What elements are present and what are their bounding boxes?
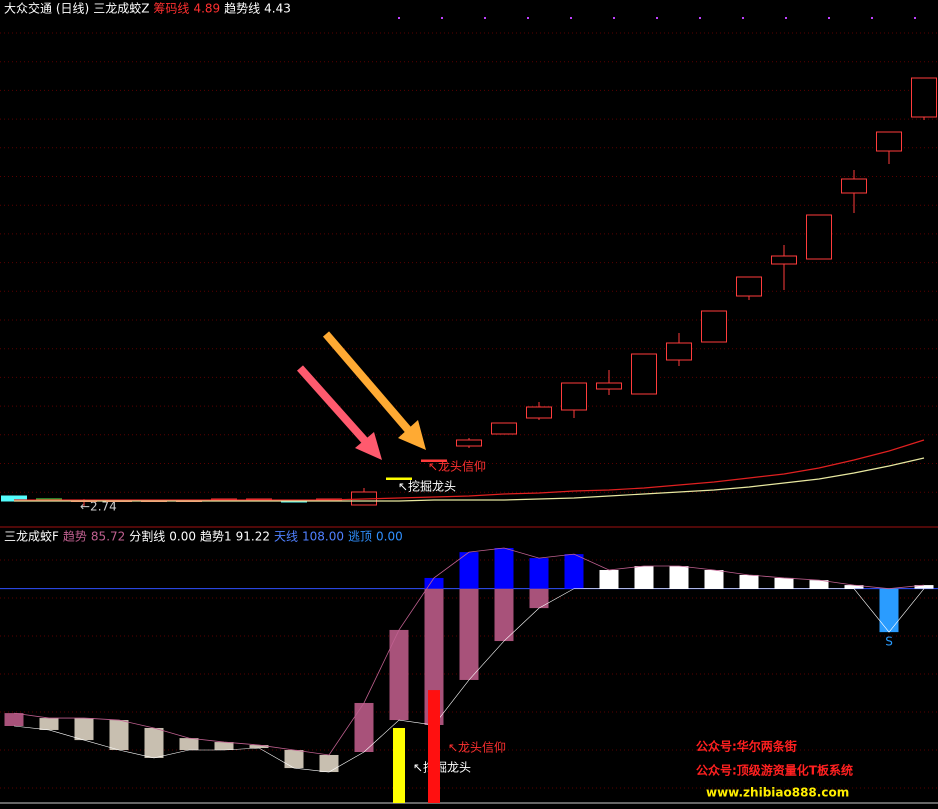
- header-text: 筹码线: [153, 2, 189, 16]
- header-text: 逃顶: [348, 530, 372, 544]
- arrow-orange: [322, 331, 426, 450]
- ma-line: [14, 439, 925, 501]
- bar: [284, 750, 304, 769]
- header-text: 85.72: [91, 530, 125, 544]
- header-text: 趋势1: [200, 530, 232, 544]
- top-dot: [484, 17, 486, 19]
- top-dot: [828, 17, 830, 19]
- bar: [809, 580, 829, 589]
- header-text: 91.22: [236, 530, 270, 544]
- header-text: 大众交通 (日线): [4, 1, 89, 16]
- header-text: 趋势线: [224, 2, 260, 16]
- bar: [634, 566, 654, 589]
- candle-body: [491, 422, 517, 435]
- bar: [109, 720, 129, 751]
- bar-upper: [529, 558, 549, 589]
- bar-lower: [459, 588, 479, 680]
- top-dot: [699, 17, 701, 19]
- candle-body: [806, 214, 832, 260]
- candle-body: [666, 342, 692, 361]
- bar: [599, 570, 619, 589]
- bar: [144, 727, 164, 758]
- bar: [389, 629, 409, 721]
- top-dot: [656, 17, 658, 19]
- bar-upper: [459, 552, 479, 589]
- header-text: 三龙成蛟F: [4, 529, 59, 544]
- annotation: ↖挖掘龙头: [398, 479, 456, 494]
- candle-body: [561, 382, 587, 411]
- top-dot: [742, 17, 744, 19]
- bar-lower: [529, 588, 549, 609]
- candle-body: [841, 178, 867, 194]
- arrow-pink: [297, 365, 382, 460]
- bar: [179, 738, 199, 751]
- bar: [4, 713, 24, 726]
- header-text: 4.43: [264, 2, 291, 16]
- header-text: 0.00: [376, 530, 403, 544]
- watermark: 公众号:顶级游资量化T板系统: [696, 763, 853, 778]
- bar: [39, 718, 59, 730]
- signal-bar: [428, 690, 440, 803]
- candle-body: [876, 131, 902, 152]
- candle-body: [456, 439, 482, 447]
- bar-lower: [494, 588, 514, 642]
- bar: [354, 702, 374, 752]
- watermark: 公众号:华尔两条街: [696, 739, 797, 754]
- bar: [774, 577, 794, 589]
- candle-body: [596, 382, 622, 390]
- header-text: 天线: [274, 530, 298, 544]
- header-text: 分割线: [129, 529, 165, 544]
- annotation: ↖龙头信仰: [428, 459, 486, 474]
- annotation: ←2.74: [80, 500, 117, 514]
- bar: [249, 745, 269, 749]
- bar: [319, 754, 339, 773]
- candle-body: [911, 77, 937, 118]
- header-text: 趋势: [63, 530, 87, 544]
- bar: [844, 585, 864, 589]
- bar: [669, 566, 689, 589]
- bar: [564, 554, 584, 589]
- top-dot: [613, 17, 615, 19]
- candle-body: [421, 459, 447, 462]
- top-dot: [570, 17, 572, 19]
- top-dot: [914, 17, 916, 19]
- bar: [739, 574, 759, 589]
- bar: [704, 570, 724, 589]
- candle-body: [526, 406, 552, 419]
- candle-body: [631, 353, 657, 395]
- header-text: 4.89: [193, 2, 220, 16]
- top-dot: [785, 17, 787, 19]
- top-dot: [527, 17, 529, 19]
- bar-upper: [494, 547, 514, 589]
- header-text: 0.00: [169, 530, 196, 544]
- header-text: 108.00: [302, 530, 344, 544]
- bar-upper: [424, 577, 444, 589]
- signal-label: ↖龙头信仰: [448, 740, 506, 755]
- top-dot: [398, 17, 400, 19]
- candle-body: [771, 255, 797, 265]
- bar: [214, 742, 234, 751]
- bar: [74, 718, 94, 741]
- header-text: 三龙成蛟Z: [93, 1, 149, 16]
- trend1-line: [13, 588, 925, 773]
- signal-bar: [393, 727, 405, 803]
- ma-line: [14, 457, 925, 502]
- signal-label: ↖挖掘龙头: [413, 759, 471, 774]
- trend-line: [13, 547, 925, 756]
- bar: [879, 588, 899, 633]
- watermark: www.zhibiao888.com: [706, 786, 849, 800]
- bar: [914, 585, 934, 589]
- candle-body: [736, 276, 762, 297]
- top-dot: [871, 17, 873, 19]
- sell-mark: S: [885, 635, 893, 649]
- top-dot: [441, 17, 443, 19]
- candle-body: [386, 477, 412, 480]
- candle-body: [701, 310, 727, 343]
